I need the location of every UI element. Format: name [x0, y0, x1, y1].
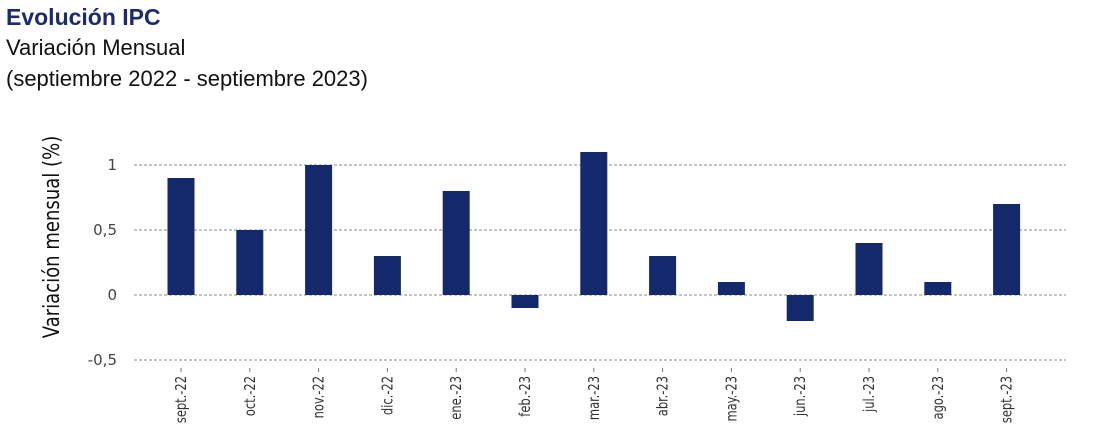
chart-title: Evolución IPC [6, 4, 161, 30]
bar [993, 204, 1021, 295]
x-tick-label: abr.-23 [655, 376, 672, 416]
bar [167, 178, 195, 295]
x-tick-label: sept.-22 [173, 376, 190, 423]
bar [373, 256, 401, 295]
y-tick-label: -0,5 [88, 351, 117, 369]
y-axis-label: Variación mensual (%) [38, 136, 64, 338]
chart-subtitle: Variación Mensual [6, 35, 186, 60]
x-tick-label: mar.-23 [586, 376, 603, 420]
bar [442, 191, 470, 295]
bar [717, 282, 745, 295]
y-tick-label: 0,5 [93, 221, 117, 239]
bar [855, 243, 883, 295]
x-tick-label: sept.-23 [999, 376, 1016, 423]
y-tick-labels: -0,5 0 0,5 1 [88, 156, 117, 369]
x-tick-label: nov.-22 [311, 376, 328, 418]
bars [167, 152, 1021, 321]
bar [649, 256, 677, 295]
x-tick-label: oct.-22 [242, 376, 259, 416]
x-tick-label: jul.-23 [861, 376, 878, 413]
x-tick-label: may.-23 [723, 376, 740, 422]
bar [511, 295, 539, 308]
x-tick-labels: sept.-22 oct.-22 nov.-22 dic.-22 ene.-23 feb.… [173, 368, 1016, 423]
x-tick-label: ago.-23 [930, 376, 947, 419]
x-tick-label: jun.-23 [792, 376, 809, 417]
bar [786, 295, 814, 321]
chart-period: (septiembre 2022 - septiembre 2023) [6, 66, 368, 91]
bar [924, 282, 952, 295]
bar [580, 152, 608, 295]
x-tick-label: dic.-22 [379, 376, 396, 415]
bar [305, 165, 333, 295]
y-tick-label: 0 [107, 286, 117, 304]
x-tick-label: ene.-23 [448, 376, 465, 420]
y-tick-label: 1 [107, 156, 117, 174]
x-tick-label: feb.-23 [517, 376, 534, 417]
bar [236, 230, 264, 295]
